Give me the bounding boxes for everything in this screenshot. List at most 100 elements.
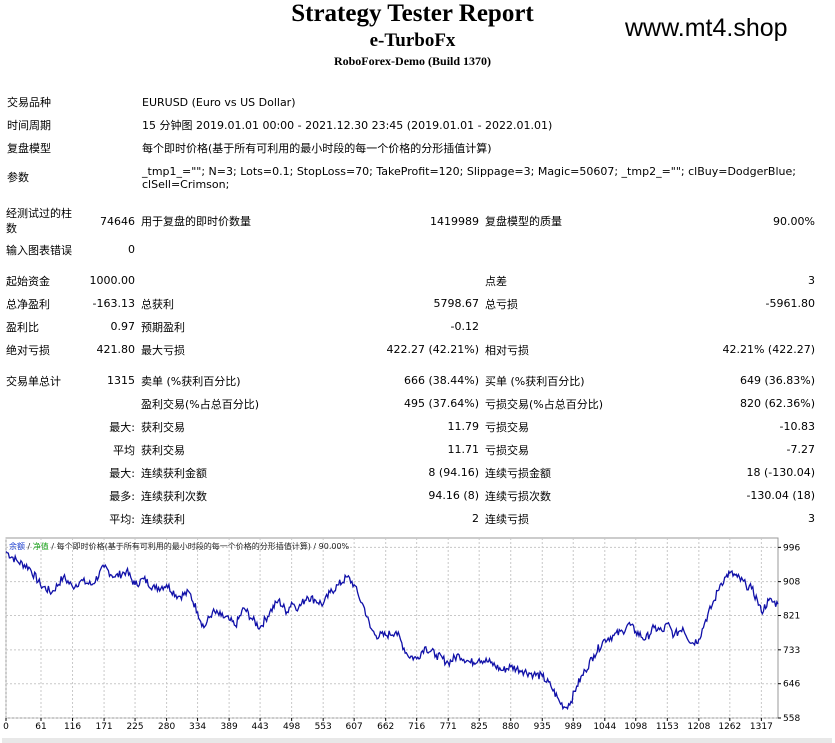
y-tick-label: 821 <box>783 612 800 622</box>
absolute-drawdown-value: 421.80 <box>96 343 136 356</box>
spread-label: 点差 <box>485 274 507 288</box>
x-tick-label: 989 <box>565 722 582 732</box>
x-tick-label: 225 <box>126 722 143 732</box>
x-tick-label: 334 <box>189 722 206 732</box>
x-tick-label: 1153 <box>656 722 679 732</box>
profit-trades-value: 495 (37.64%) <box>403 397 479 410</box>
table-row: 盈利交易(%占总百分比) 495 (37.64%) 亏损交易(%占总百分比) 8… <box>3 392 818 415</box>
long-positions-value: 649 (36.83%) <box>739 374 815 387</box>
x-tick-label: 716 <box>408 722 425 732</box>
table-row: 平均 获利交易 11.71 亏损交易 -7.27 <box>3 438 818 461</box>
model-label: 复盘模型 <box>7 142 51 155</box>
table-row: 交易单总计 1315 卖单 (%获利百分比) 666 (38.44%) 买单 (… <box>3 369 818 392</box>
x-tick-label: 61 <box>35 722 46 732</box>
maximal-consecutive-profit-value: 94.16 (8) <box>428 489 479 502</box>
errors-label: 输入图表错误 <box>6 243 72 257</box>
ticks-label: 用于复盘的即时价数量 <box>141 214 251 228</box>
table-row: 经测试过的柱数 74646 用于复盘的即时价数量 1419989 复盘模型的质量… <box>3 204 818 238</box>
expert-name: e-TurboFx <box>369 30 456 51</box>
y-tick-label: 996 <box>783 543 800 553</box>
table-row: 总净盈利 -163.13 总获利 5798.67 总亏损 -5961.80 <box>3 292 818 315</box>
table-row: 最多: 连续获利次数 94.16 (8) 连续亏损次数 -130.04 (18) <box>3 484 818 507</box>
x-tick-label: 825 <box>471 722 488 732</box>
average-loss-value: -7.27 <box>786 443 815 456</box>
y-tick-label: 558 <box>783 714 800 724</box>
average-label: 平均 <box>113 443 135 457</box>
legend-balance: 余额 <box>9 542 25 551</box>
y-tick-label: 646 <box>783 680 800 690</box>
maximal-drawdown-value: 422.27 (42.21%) <box>386 343 479 356</box>
max-consecutive-losses-label: 连续亏损金额 <box>485 466 551 480</box>
net-profit-label: 总净盈利 <box>6 297 50 311</box>
x-tick-label: 935 <box>534 722 551 732</box>
largest-profit-value: 11.79 <box>447 420 480 433</box>
balance-chart: 558 646 733 821 908 996 0 61 116 171 225 280 334 389 4… <box>2 536 800 736</box>
maximal-drawdown-label: 最大亏损 <box>141 343 185 357</box>
bars-value: 74646 <box>100 214 135 228</box>
total-trades-label: 交易单总计 <box>6 374 61 388</box>
average-consecutive-label: 平均: <box>109 512 135 526</box>
balance-line <box>5 551 779 711</box>
max-consecutive-losses-value: 18 (-130.04) <box>746 466 815 479</box>
x-tick-label: 771 <box>440 722 457 732</box>
table-row: 最大: 连续获利金额 8 (94.16) 连续亏损金额 18 (-130.04) <box>3 461 818 484</box>
deposit-label: 起始资金 <box>6 274 50 288</box>
expected-payoff-label: 预期盈利 <box>141 320 185 334</box>
average-consecutive-wins-value: 2 <box>472 512 479 525</box>
average-consecutive-losses-label: 连续亏损 <box>485 512 529 526</box>
table-row: 盈利比 0.97 预期盈利 -0.12 <box>3 315 818 338</box>
short-positions-value: 666 (38.44%) <box>403 374 479 387</box>
largest-loss-value: -10.83 <box>779 420 815 433</box>
quality-value: 90.00% <box>773 214 815 228</box>
server-build: RoboForex-Demo (Build 1370) <box>333 54 492 68</box>
x-tick-label: 498 <box>283 722 300 732</box>
chart-plot-area <box>5 537 779 719</box>
gross-loss-value: -5961.80 <box>765 297 815 310</box>
maximal-label: 最多: <box>109 489 135 503</box>
model-value: 每个即时价格(基于所有可利用的最小时段的每一个价格的分形插值计算) <box>142 142 492 155</box>
loss-trades-value: 820 (62.36%) <box>739 397 815 410</box>
expected-payoff-value: -0.12 <box>450 320 479 333</box>
horizontal-scrollbar[interactable] <box>2 738 832 743</box>
errors-value: 0 <box>128 243 135 256</box>
balance-chart-svg: 558 646 733 821 908 996 0 61 116 171 225 280 334 389 4… <box>3 537 800 732</box>
x-tick-label: 0 <box>3 722 9 732</box>
x-tick-label: 553 <box>315 722 332 732</box>
legend-equity: 净值 <box>32 542 49 551</box>
average-loss-label: 亏损交易 <box>485 443 529 457</box>
max-consecutive-wins-value: 8 (94.16) <box>428 466 479 479</box>
x-tick-label: 607 <box>346 722 363 732</box>
table-row: 最大: 获利交易 11.79 亏损交易 -10.83 <box>3 415 818 438</box>
largest-profit-label: 获利交易 <box>141 420 185 434</box>
table-row: 平均: 连续获利 2 连续亏损 3 <box>3 507 818 530</box>
absolute-drawdown-label: 绝对亏损 <box>6 343 50 357</box>
net-profit-value: -163.13 <box>92 297 135 310</box>
watermark-link[interactable]: www.mt4.shop <box>625 14 788 42</box>
chart-legend: 余额 / 净值 / 每个即时价格(基于所有可利用的最小时段的每一个价格的分形插值… <box>9 542 350 551</box>
maximal-consecutive-loss-value: -130.04 (18) <box>746 489 815 502</box>
average-profit-label: 获利交易 <box>141 443 185 457</box>
largest-loss-label: 亏损交易 <box>485 420 529 434</box>
deposit-value: 1000.00 <box>89 274 136 287</box>
long-positions-label: 买单 (%获利百分比) <box>485 374 585 388</box>
x-tick-label: 1317 <box>750 722 773 732</box>
quality-label: 复盘模型的质量 <box>485 214 562 228</box>
profit-factor-value: 0.97 <box>110 320 136 333</box>
maximal-consecutive-profit-label: 连续获利次数 <box>141 489 207 503</box>
gross-profit-label: 总获利 <box>141 297 174 311</box>
x-tick-label: 1208 <box>687 722 710 732</box>
x-tick-label: 1044 <box>593 722 616 732</box>
ticks-value: 1419989 <box>430 214 479 228</box>
average-profit-value: 11.71 <box>447 443 480 456</box>
x-tick-label: 443 <box>251 722 268 732</box>
max-consecutive-wins-label: 连续获利金额 <box>141 466 207 480</box>
x-tick-label: 1098 <box>624 722 647 732</box>
x-tick-label: 880 <box>502 722 519 732</box>
stats-table: 经测试过的柱数 74646 用于复盘的即时价数量 1419989 复盘模型的质量… <box>3 204 818 530</box>
x-tick-label: 662 <box>377 722 394 732</box>
symbol-value: EURUSD (Euro vs US Dollar) <box>142 96 296 109</box>
table-row: 输入图表错误 0 <box>3 238 818 261</box>
total-trades-value: 1315 <box>107 374 135 387</box>
x-tick-label: 389 <box>221 722 238 732</box>
average-consecutive-losses-value: 3 <box>808 512 815 525</box>
